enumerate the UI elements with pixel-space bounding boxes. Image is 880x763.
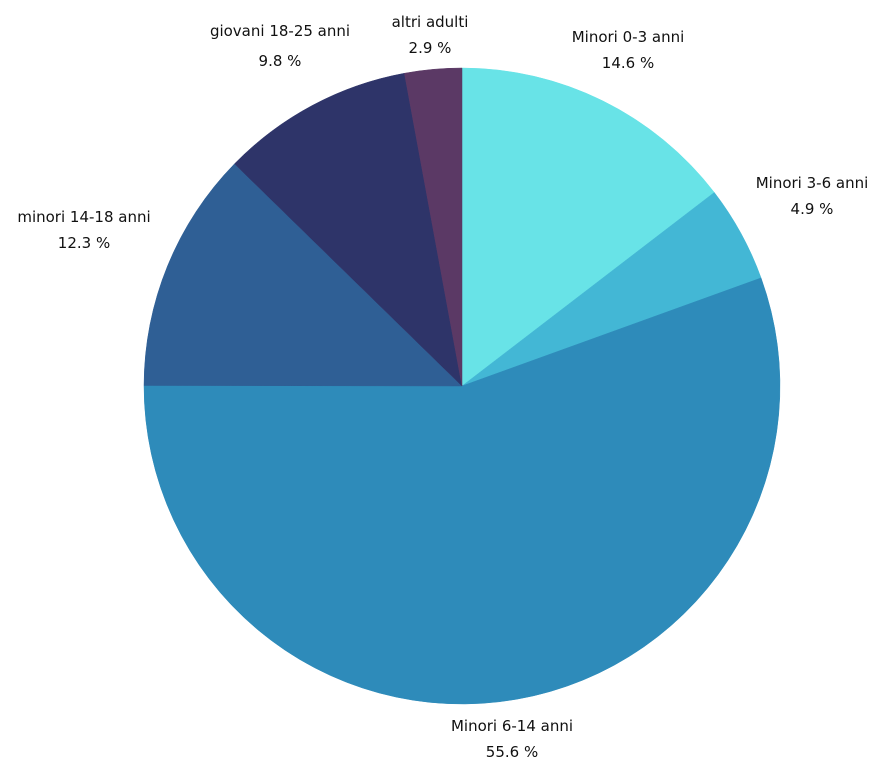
pie-slice-2 xyxy=(143,277,781,705)
slice-value-label-1: 4.9 % xyxy=(791,200,834,218)
slice-label-1: Minori 3-6 anni xyxy=(756,174,869,192)
pie-slice-5 xyxy=(404,67,463,387)
pie-labels: Minori 0-3 anni 14.6 % Minori 3-6 anni 4.9 … xyxy=(17,13,868,761)
pie-slice-3 xyxy=(143,163,463,387)
slice-value-label-3: 12.3 % xyxy=(58,234,110,252)
slice-label-3: minori 14-18 anni xyxy=(17,208,150,226)
slice-value-label-5: 2.9 % xyxy=(409,39,452,57)
slice-value-label-2: 55.6 % xyxy=(486,743,538,761)
slice-value-label-0: 14.6 % xyxy=(602,54,654,72)
slice-label-4: giovani 18-25 anni xyxy=(210,22,350,40)
slice-label-2: Minori 6-14 anni xyxy=(451,717,573,735)
slice-value-label-4: 9.8 % xyxy=(259,52,302,70)
slice-label-5: altri adulti xyxy=(392,13,469,31)
pie-slice-4 xyxy=(234,72,463,387)
pie-slice-0 xyxy=(461,67,715,387)
pie-slices xyxy=(143,67,781,705)
slice-label-0: Minori 0-3 anni xyxy=(572,28,685,46)
